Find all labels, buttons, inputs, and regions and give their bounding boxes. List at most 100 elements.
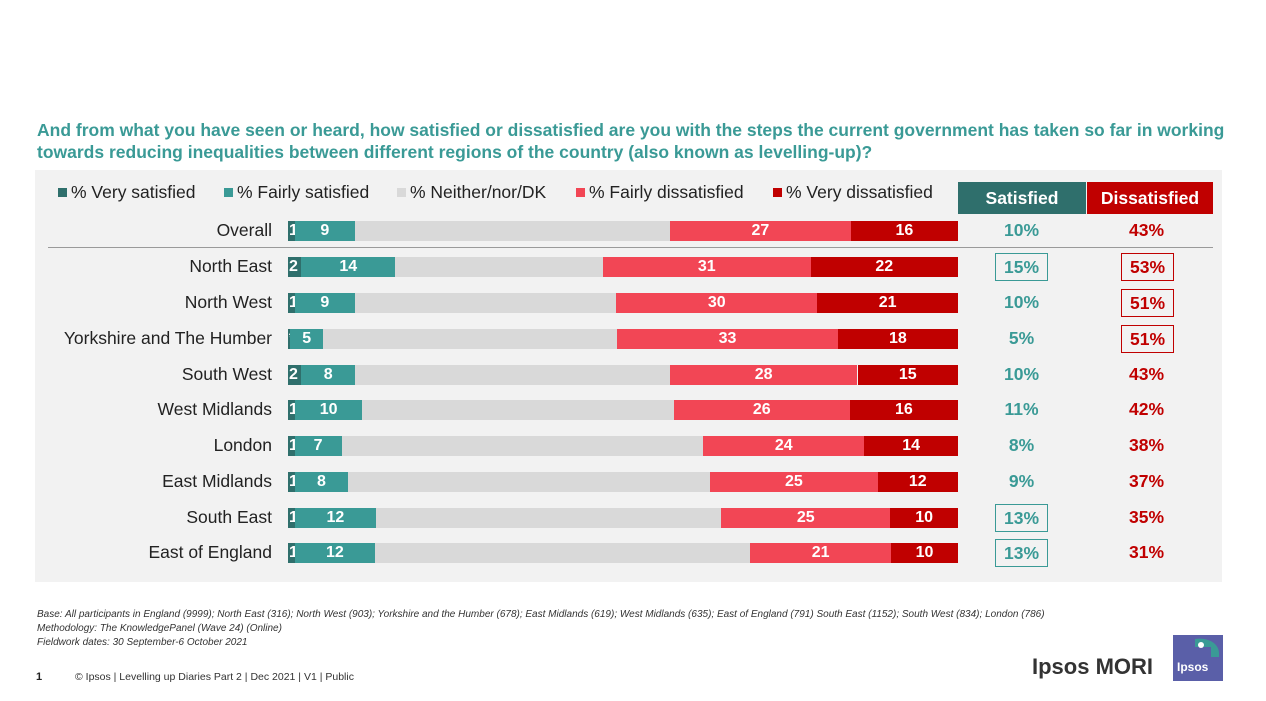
net-satisfied-value: 13% <box>995 539 1048 567</box>
bar-segment-neither <box>375 508 722 528</box>
bar-segment-very-dissatisfied: 12 <box>877 472 958 492</box>
footer-text: © Ipsos | Levelling up Diaries Part 2 | … <box>75 671 354 683</box>
bar-segment-fairly-satisfied: 9 <box>294 221 355 241</box>
footnote-fieldwork: Fieldwork dates: 30 September-6 October … <box>37 637 248 648</box>
bar-segment-fairly-dissatisfied: 21 <box>750 543 891 563</box>
legend-label: % Neither/nor/DK <box>410 182 547 202</box>
bar-segment-fairly-satisfied: 10 <box>294 400 363 420</box>
bar-segment-very-satisfied: 2 <box>288 365 302 385</box>
category-label: West Midlands <box>157 399 272 419</box>
net-satisfied-value: 5% <box>1008 327 1035 348</box>
bar-segment-very-satisfied: 1 <box>288 436 295 456</box>
net-dissatisfied-value: 42% <box>1128 398 1165 419</box>
net-dissatisfied-value: 51% <box>1121 325 1174 353</box>
category-label: South West <box>181 364 272 384</box>
bar-segment-very-dissatisfied: 22 <box>810 257 958 277</box>
ipsos-logo: Ipsos <box>1173 635 1223 681</box>
legend-swatch <box>576 188 585 197</box>
page-number: 1 <box>36 671 43 683</box>
footnote-base: Base: All participants in England (9999)… <box>37 609 1045 620</box>
net-satisfied-value: 8% <box>1008 434 1035 455</box>
bar-segment-fairly-dissatisfied: 33 <box>617 329 838 349</box>
net-dissatisfied-value: 53% <box>1121 253 1174 281</box>
bar-segment-fairly-dissatisfied: 31 <box>602 257 811 277</box>
net-dissatisfied-value: 35% <box>1128 506 1165 527</box>
legend-very-satisfied: % Very satisfied <box>58 182 196 203</box>
legend-swatch <box>58 188 67 197</box>
legend-neither: % Neither/nor/DK <box>397 182 546 203</box>
dissatisfied-header: Dissatisfied <box>1087 182 1213 214</box>
net-satisfied-value: 10% <box>1003 291 1040 312</box>
category-label: North East <box>189 256 272 276</box>
bar-segment-fairly-dissatisfied: 25 <box>710 472 878 492</box>
category-label: London <box>213 435 272 455</box>
net-dissatisfied-value: 43% <box>1128 363 1165 384</box>
bar-segment-fairly-dissatisfied: 24 <box>703 436 865 456</box>
bar-segment-fairly-satisfied: 12 <box>294 508 376 528</box>
bar-segment-fairly-dissatisfied: 30 <box>616 293 818 313</box>
category-label: East Midlands <box>162 471 272 491</box>
net-dissatisfied-value: 31% <box>1128 541 1165 562</box>
legend-swatch <box>397 188 406 197</box>
brand-name: Ipsos MORI <box>1032 654 1154 679</box>
legend-fairly-dissatisfied: % Fairly dissatisfied <box>576 182 744 203</box>
bar-segment-neither <box>395 257 603 277</box>
category-label: South East <box>186 507 272 527</box>
legend-very-dissatisfied: % Very dissatisfied <box>773 182 933 203</box>
net-dissatisfied-value: 43% <box>1128 219 1165 240</box>
chart-legend: % Very satisfied % Fairly satisfied % Ne… <box>0 182 1266 202</box>
bar-segment-neither <box>355 365 670 385</box>
legend-label: % Very satisfied <box>71 182 196 202</box>
bar-segment-fairly-satisfied: 9 <box>294 293 355 313</box>
net-dissatisfied-value: 38% <box>1128 434 1165 455</box>
legend-label: % Fairly dissatisfied <box>589 182 744 202</box>
bar-segment-neither <box>341 436 704 456</box>
bar-segment-fairly-satisfied: 5 <box>290 329 324 349</box>
legend-swatch <box>224 188 233 197</box>
legend-fairly-satisfied: % Fairly satisfied <box>224 182 369 203</box>
bar-segment-very-satisfied: * <box>288 329 290 349</box>
overall-divider <box>48 247 1213 248</box>
net-satisfied-value: 9% <box>1008 470 1035 491</box>
bar-segment-neither <box>323 329 618 349</box>
net-satisfied-value: 10% <box>1003 219 1040 240</box>
legend-label: % Fairly satisfied <box>237 182 370 202</box>
bar-segment-very-dissatisfied: 21 <box>817 293 958 313</box>
category-label: North West <box>184 292 272 312</box>
bar-segment-very-dissatisfied: 16 <box>849 400 958 420</box>
bar-segment-very-satisfied: 2 <box>288 257 302 277</box>
bar-segment-fairly-satisfied: 12 <box>294 543 376 563</box>
satisfied-header: Satisfied <box>958 182 1086 214</box>
bar-segment-very-satisfied: 1 <box>288 221 295 241</box>
bar-segment-fairly-dissatisfied: 26 <box>673 400 850 420</box>
legend-label: % Very dissatisfied <box>786 182 933 202</box>
bar-segment-fairly-dissatisfied: 27 <box>669 221 851 241</box>
bar-segment-neither <box>362 400 674 420</box>
question-title: And from what you have seen or heard, ho… <box>37 120 1225 162</box>
bar-segment-neither <box>348 472 711 492</box>
net-satisfied-value: 11% <box>1004 398 1039 419</box>
bar-segment-very-satisfied: 1 <box>288 400 295 420</box>
net-satisfied-value: 10% <box>1003 363 1040 384</box>
footnote-methodology: Methodology: The KnowledgePanel (Wave 24… <box>37 623 282 634</box>
bar-segment-neither <box>355 293 617 313</box>
logo-swirl-icon <box>1195 638 1219 657</box>
bar-segment-very-dissatisfied: 18 <box>837 329 958 349</box>
bar-segment-very-dissatisfied: 15 <box>857 365 958 385</box>
bar-segment-very-dissatisfied: 14 <box>864 436 958 456</box>
net-satisfied-value: 15% <box>995 253 1048 281</box>
bar-segment-very-dissatisfied: 10 <box>891 543 958 563</box>
bar-segment-very-dissatisfied: 16 <box>850 221 958 241</box>
net-dissatisfied-value: 51% <box>1121 289 1174 317</box>
bar-segment-fairly-satisfied: 8 <box>301 365 355 385</box>
bar-segment-fairly-satisfied: 7 <box>294 436 342 456</box>
category-label: East of England <box>148 542 272 562</box>
bar-segment-fairly-dissatisfied: 25 <box>721 508 891 528</box>
bar-segment-very-satisfied: 1 <box>288 508 295 528</box>
bar-segment-very-satisfied: 1 <box>288 293 295 313</box>
bar-segment-fairly-dissatisfied: 28 <box>669 365 858 385</box>
legend-swatch <box>773 188 782 197</box>
category-label: Yorkshire and The Humber <box>63 328 272 348</box>
bar-segment-fairly-satisfied: 14 <box>301 257 396 277</box>
logo-text: Ipsos <box>1177 660 1209 674</box>
